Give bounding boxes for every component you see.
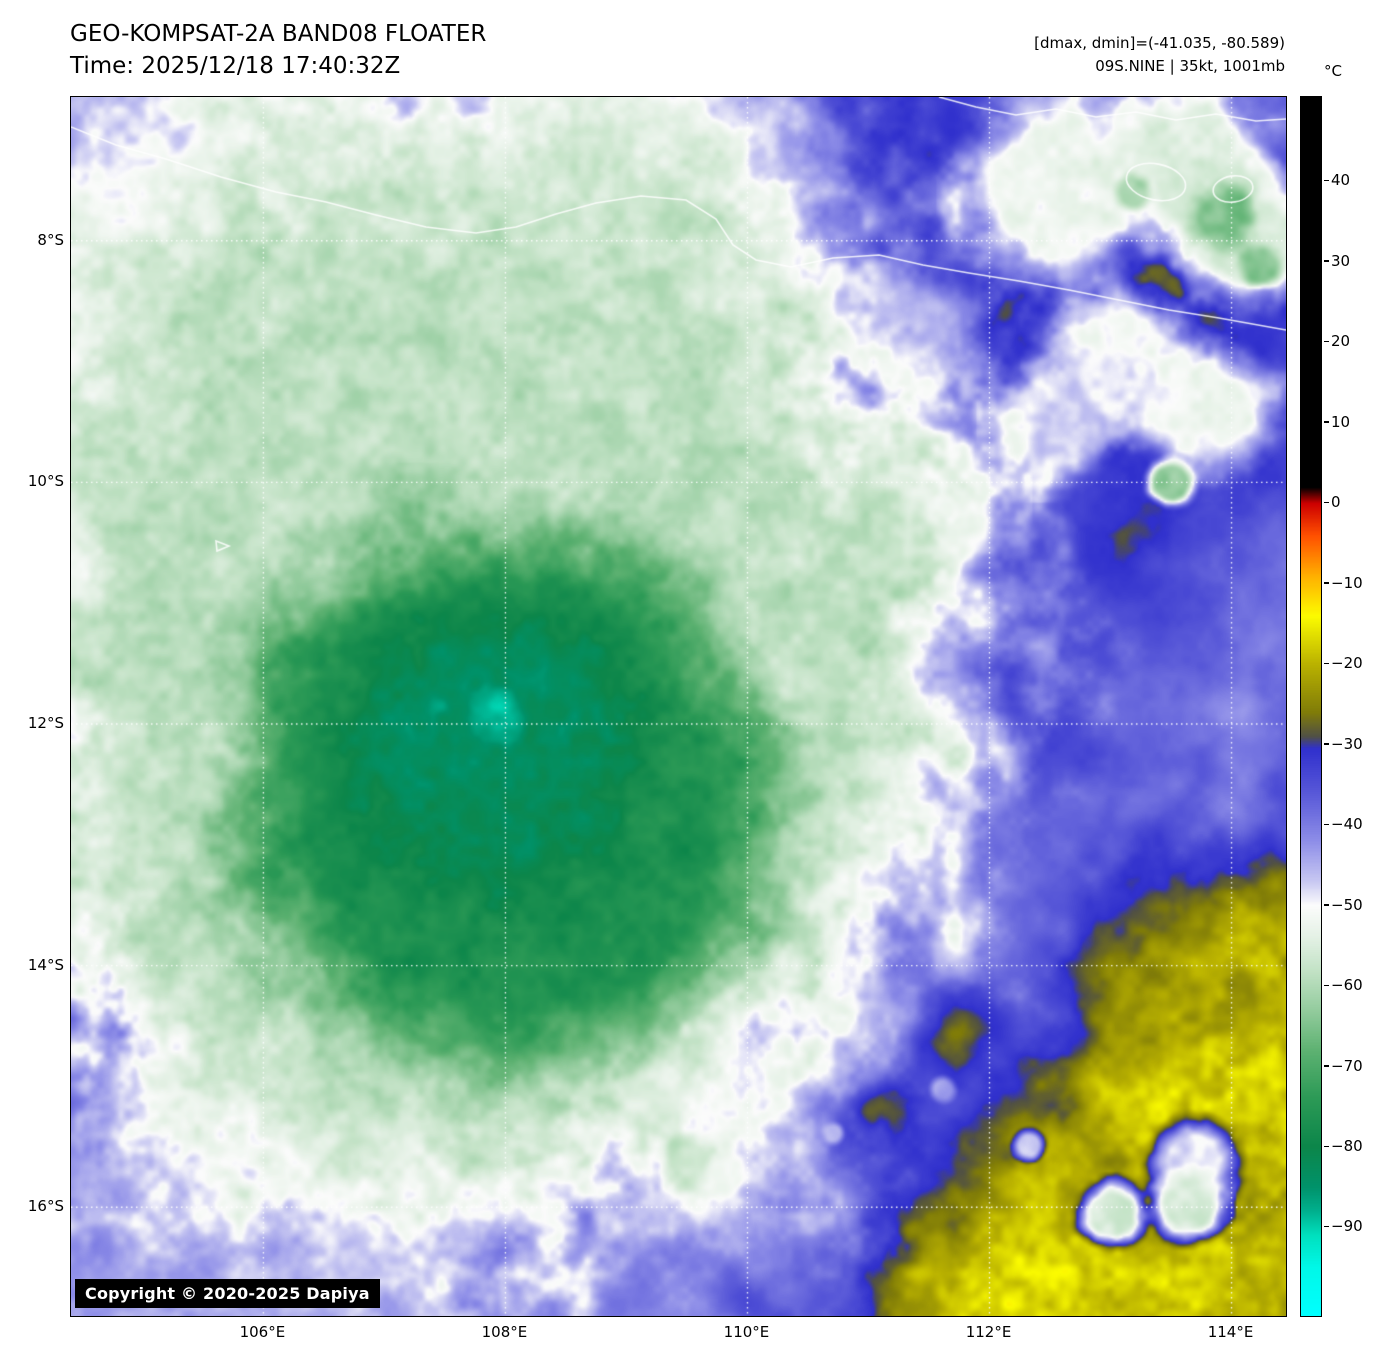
colorbar-tick-label: −80 (1331, 1137, 1363, 1156)
colorbar-tick-label: 40 (1331, 171, 1351, 190)
timestamp-label: Time: 2025/12/18 17:40:32Z (70, 53, 401, 79)
colorbar-tick-label: −70 (1331, 1056, 1363, 1075)
colorbar-tick-mark (1324, 501, 1329, 504)
satellite-map-frame: Copyright © 2020-2025 Dapiya (70, 96, 1287, 1317)
lon-tick-label: 110°E (723, 1323, 770, 1341)
colorbar-tick-label: −30 (1331, 734, 1363, 753)
colorbar-tick-mark (1324, 179, 1329, 182)
lat-tick-label: 8°S (37, 230, 64, 249)
colorbar-tick-label: 20 (1331, 332, 1351, 351)
page-title: GEO-KOMPSAT-2A BAND08 FLOATER (70, 21, 487, 47)
colorbar-tick-mark (1324, 743, 1329, 745)
colorbar-tick-mark (1324, 904, 1329, 906)
colorbar-tick-mark (1324, 823, 1329, 826)
colorbar-canvas (1300, 96, 1322, 1317)
lat-tick-label: 12°S (27, 714, 64, 733)
lat-tick-label: 14°S (27, 955, 64, 974)
lon-tick-label: 108°E (481, 1323, 528, 1341)
copyright-label: Copyright © 2020-2025 Dapiya (75, 1279, 380, 1308)
dmax-dmin-readout: [dmax, dmin]=(-41.035, -80.589) (1034, 34, 1285, 52)
colorbar-tick-label: −20 (1331, 654, 1363, 673)
lon-tick-label: 114°E (1207, 1323, 1254, 1341)
colorbar-tick-label: 30 (1331, 251, 1351, 270)
colorbar-tick-mark (1324, 582, 1329, 584)
colorbar-tick-label: −50 (1331, 895, 1363, 914)
lat-tick-label: 16°S (27, 1197, 64, 1216)
colorbar-tick-mark (1324, 260, 1329, 262)
colorbar-tick-mark (1324, 1145, 1329, 1148)
colorbar-tick-mark (1324, 984, 1329, 987)
colorbar-tick-mark (1324, 421, 1329, 423)
colorbar (1300, 96, 1322, 1317)
satellite-image-canvas (71, 97, 1286, 1316)
lon-tick-label: 106°E (239, 1323, 286, 1341)
colorbar-tick-mark (1324, 340, 1329, 343)
header-readouts: [dmax, dmin]=(-41.035, -80.589) 09S.NINE… (1034, 32, 1285, 78)
colorbar-tick-mark (1324, 1225, 1329, 1228)
lat-tick-label: 10°S (27, 472, 64, 491)
colorbar-tick-label: −90 (1331, 1217, 1363, 1236)
colorbar-tick-label: −10 (1331, 573, 1363, 592)
colorbar-tick-label: −60 (1331, 976, 1363, 995)
colorbar-tick-label: −40 (1331, 815, 1363, 834)
colorbar-tick-label: 0 (1331, 493, 1341, 512)
storm-info-readout: 09S.NINE | 35kt, 1001mb (1095, 57, 1285, 75)
colorbar-unit-label: °C (1324, 62, 1342, 80)
lon-tick-label: 112°E (965, 1323, 1012, 1341)
colorbar-tick-mark (1324, 662, 1329, 665)
colorbar-tick-mark (1324, 1065, 1329, 1067)
colorbar-tick-label: 10 (1331, 412, 1351, 431)
